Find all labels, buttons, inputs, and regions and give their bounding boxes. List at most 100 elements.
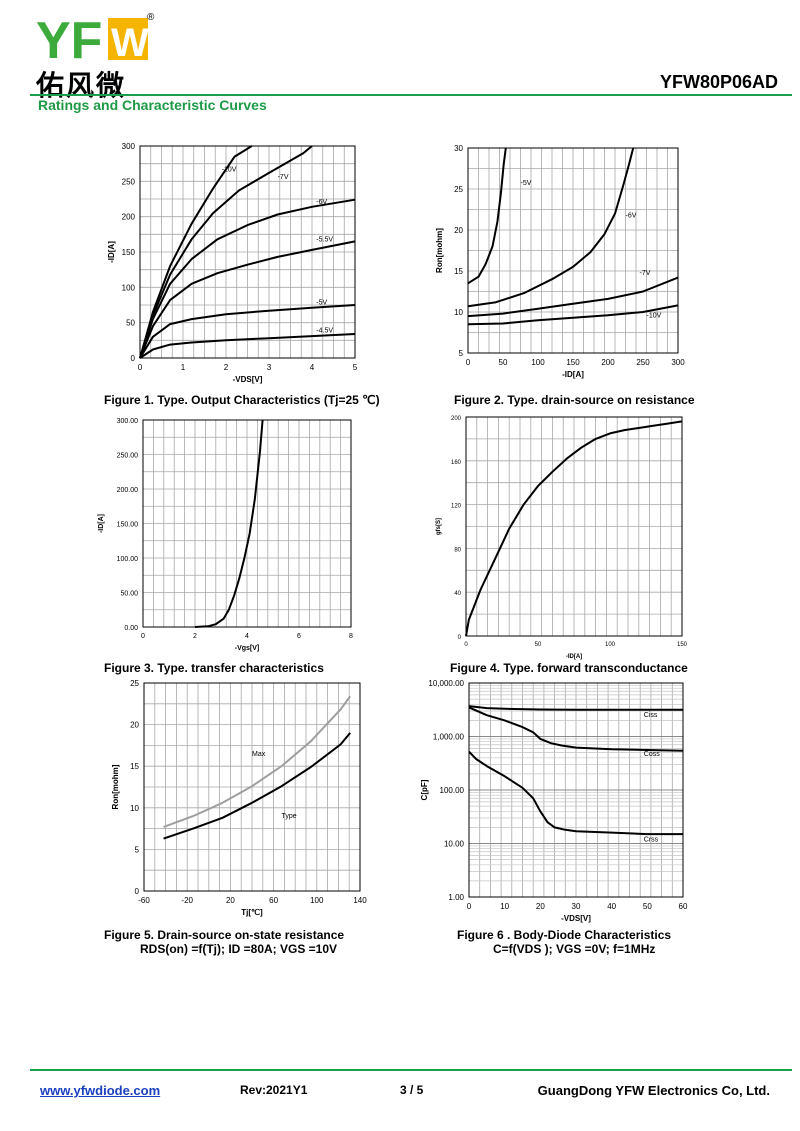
series-line-7v	[139, 145, 313, 359]
x-tick-label: 20	[226, 896, 235, 905]
y-axis-label: Ron[mohm]	[435, 228, 444, 273]
header-divider	[30, 94, 792, 96]
x-tick-label: 0	[138, 363, 143, 372]
x-tick-label: 200	[601, 358, 615, 367]
series-label-6v: -6V	[316, 199, 327, 206]
y-tick-label: 100	[122, 283, 136, 292]
y-tick-label: 15	[130, 762, 139, 771]
website-link[interactable]: www.yfwdiode.com	[40, 1083, 161, 1098]
y-tick-label: 30	[454, 144, 463, 153]
y-tick-label: 0	[135, 887, 140, 896]
y-tick-label: 10.00	[444, 840, 465, 849]
company-name: GuangDong YFW Electronics Co, Ltd.	[537, 1083, 770, 1098]
series-line-5v	[139, 304, 356, 359]
x-tick-label: 100	[605, 642, 616, 648]
yfw-logo: YF W	[36, 12, 149, 64]
series-label-10v: -10V	[222, 166, 237, 173]
figure-5-subcaption: RDS(on) =f(Tj); ID =80A; VGS =10V	[140, 942, 338, 956]
gridlines	[465, 416, 683, 637]
y-tick-label: 300	[122, 142, 136, 151]
plot-frame	[467, 147, 679, 354]
x-tick-label: 5	[353, 363, 358, 372]
x-tick-label: 100	[531, 358, 545, 367]
x-tick-label: 30	[572, 902, 581, 911]
y-tick-label: 1.00	[448, 893, 464, 902]
y-tick-label: 250	[122, 177, 136, 186]
series-line-7v	[467, 276, 679, 318]
x-axis-label: -ID[A]	[562, 370, 584, 379]
series-line-curve	[194, 419, 264, 628]
y-tick-label: 200	[451, 416, 462, 422]
y-axis-label: -ID[A]	[98, 514, 105, 533]
figure-5-chart: -60 -20 20 60 100 140 0 5 10 15 20 25 Tj[℃] Ron[mohm]…	[111, 679, 367, 917]
y-tick-label: 40	[454, 591, 461, 597]
figure-3-chart: 0 2 4 6 8 0.00 50.00 100.00 150.00 200.00 250.00 30…	[98, 418, 353, 652]
x-tick-label: 8	[349, 633, 353, 640]
x-tick-label: 0	[466, 358, 471, 367]
y-tick-label: 0	[458, 635, 462, 641]
logo-chinese-name: 佑风微	[36, 69, 127, 102]
x-tick-label: 0	[467, 902, 472, 911]
series-line-crss	[468, 751, 683, 836]
figure-6-subcaption: C=f(VDS ); VGS =0V; f=1MHz	[493, 942, 656, 956]
y-tick-label: 120	[451, 504, 462, 510]
x-axis-label: -VDS[V]	[233, 375, 263, 384]
y-tick-label: 0	[131, 354, 136, 363]
plot-frame	[142, 419, 352, 628]
y-axis-label: Ron[mohm]	[111, 764, 120, 809]
x-tick-label: 150	[566, 358, 580, 367]
x-tick-label: 2	[224, 363, 229, 372]
series-line-max	[163, 695, 352, 828]
figure-2-caption: Figure 2. Type. drain-source on resistan…	[454, 393, 695, 407]
x-tick-label: 20	[536, 902, 545, 911]
x-tick-label: 100	[310, 896, 324, 905]
series-line-5v	[467, 147, 507, 285]
plot-frame	[468, 682, 684, 898]
series-line-coss	[468, 706, 684, 752]
y-tick-label: 5	[459, 349, 464, 358]
series-line-ciss	[468, 705, 683, 711]
x-tick-label: 6	[297, 633, 301, 640]
y-tick-label: 50.00	[120, 591, 138, 598]
y-tick-label: 20	[130, 721, 139, 730]
series-label-5v: -5V	[316, 299, 327, 306]
x-tick-label: 1	[181, 363, 186, 372]
y-tick-label: 200.00	[117, 487, 139, 494]
series-line-type	[163, 732, 351, 840]
y-tick-label: 200	[122, 213, 136, 222]
y-tick-label: 20	[454, 226, 463, 235]
y-tick-label: 1,000.00	[433, 733, 465, 742]
series-line-10v	[467, 304, 679, 326]
figure-6-caption: Figure 6 . Body-Diode Characteristics	[457, 928, 672, 942]
x-tick-label: -60	[138, 896, 150, 905]
x-tick-label: 2	[193, 633, 197, 640]
x-tick-label: 40	[607, 902, 616, 911]
x-tick-label: 60	[679, 902, 688, 911]
figure-6-chart: 0 10 20 30 40 50 60 1.00 10.00 100.00 1,000.00 10,0…	[420, 679, 688, 923]
y-tick-label: 80	[454, 547, 461, 553]
x-tick-label: 0	[464, 642, 468, 648]
series-label-crss: Crss	[644, 836, 659, 843]
y-tick-label: 150	[122, 248, 136, 257]
section-title: Ratings and Characteristic Curves	[38, 97, 267, 113]
gridlines	[468, 683, 684, 898]
series-label-5-5v: -5.5V	[316, 236, 333, 243]
revision: Rev:2021Y1	[240, 1083, 308, 1097]
series-label-5v: -5V	[521, 180, 532, 187]
gridlines	[142, 419, 352, 628]
figure-2-chart: 0 50 100 150 200 250 300 5 10 15 20 25 30 -ID[A] Ron[m…	[435, 144, 685, 379]
y-axis-label: -ID[A]	[107, 241, 116, 263]
gridlines	[467, 147, 679, 354]
plot-frame	[465, 416, 683, 637]
figure-1-caption: Figure 1. Type. Output Characteristics (…	[104, 393, 380, 407]
x-tick-label: 140	[353, 896, 367, 905]
page-number: 3 / 5	[400, 1083, 424, 1097]
y-tick-label: 300.00	[117, 418, 139, 425]
x-tick-label: 4	[245, 633, 249, 640]
x-tick-label: 50	[535, 642, 542, 648]
x-tick-label: 150	[677, 642, 688, 648]
y-tick-label: 50	[126, 319, 135, 328]
footer-divider	[30, 1069, 792, 1071]
y-tick-label: 160	[451, 460, 462, 466]
x-tick-label: 50	[499, 358, 508, 367]
